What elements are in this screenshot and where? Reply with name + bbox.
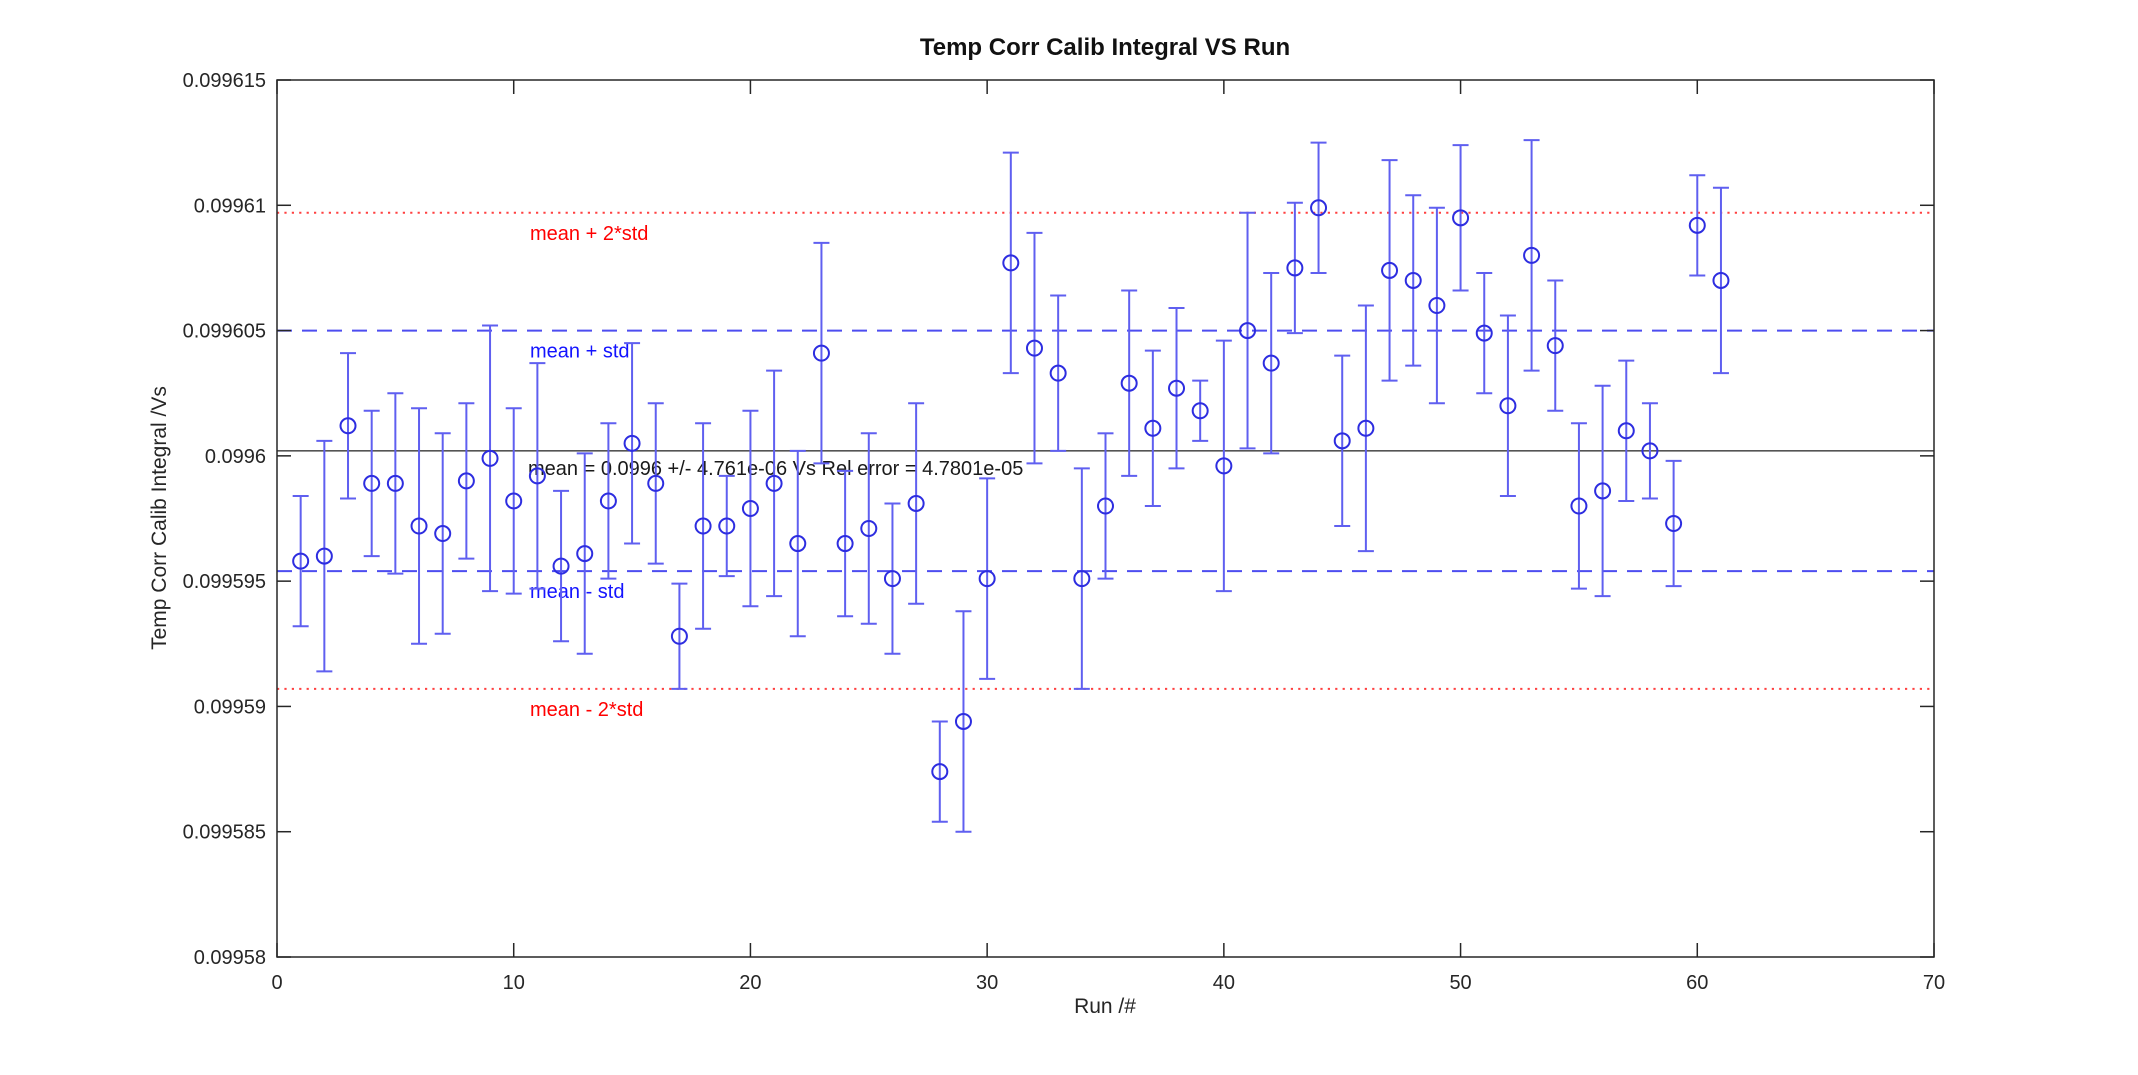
data-point-marker xyxy=(1523,246,1541,264)
data-point-marker xyxy=(576,545,594,563)
data-point-marker xyxy=(1381,261,1399,279)
plot-border xyxy=(276,79,1935,958)
y-tick-label: 0.09961 xyxy=(194,195,266,217)
data-point-marker xyxy=(1168,379,1186,397)
data-point-marker xyxy=(1215,457,1233,475)
mean-plus-2std-label: mean + 2*std xyxy=(530,223,648,245)
data-point-marker xyxy=(1144,419,1162,437)
x-tick-label: 40 xyxy=(1213,972,1235,994)
data-point-marker xyxy=(1073,570,1091,588)
data-point-marker xyxy=(883,570,901,588)
y-tick-label: 0.099585 xyxy=(183,822,266,844)
x-tick-label: 0 xyxy=(271,972,282,994)
data-point-marker xyxy=(410,517,428,535)
data-point-marker xyxy=(1333,432,1351,450)
data-point-marker xyxy=(457,472,475,490)
data-point-marker xyxy=(339,417,357,435)
data-point-marker xyxy=(670,627,688,645)
chart-title: Temp Corr Calib Integral VS Run xyxy=(919,34,1291,61)
data-point-marker xyxy=(1452,209,1470,227)
data-point-marker xyxy=(1617,422,1635,440)
data-point-marker xyxy=(836,535,854,553)
data-point-marker xyxy=(1404,271,1422,289)
y-tick-label: 0.09958 xyxy=(194,947,266,969)
data-point-marker xyxy=(552,557,570,575)
data-point-marker xyxy=(1262,354,1280,372)
data-point-marker xyxy=(528,467,546,485)
data-point-marker xyxy=(978,570,996,588)
y-tick-label: 0.099605 xyxy=(183,321,266,343)
data-point-marker xyxy=(315,547,333,565)
data-point-marker xyxy=(1097,497,1114,515)
x-axis-label: Run /# xyxy=(1074,995,1136,1018)
y-tick-label: 0.099595 xyxy=(183,571,266,593)
data-point-marker xyxy=(647,474,665,492)
x-tick-label: 70 xyxy=(1923,972,1945,994)
data-point-marker xyxy=(1641,442,1659,460)
data-point-marker xyxy=(1120,374,1138,392)
x-tick-label: 60 xyxy=(1686,972,1708,994)
y-tick-label: 0.099615 xyxy=(183,70,266,92)
data-point-marker xyxy=(1546,337,1564,355)
data-point-marker xyxy=(1191,402,1209,420)
data-point-marker xyxy=(741,499,759,517)
data-point-marker xyxy=(292,552,310,570)
x-tick-label: 10 xyxy=(503,972,525,994)
data-point-marker xyxy=(1286,259,1304,277)
data-point-marker xyxy=(1594,482,1612,500)
data-point-marker xyxy=(765,474,783,492)
data-point-marker xyxy=(386,474,404,492)
mean-plus-std-label: mean + std xyxy=(530,341,630,363)
data-point-marker xyxy=(1665,515,1683,533)
data-point-marker xyxy=(1712,271,1730,289)
mean-minus-std-label: mean - std xyxy=(530,581,624,603)
data-point-marker xyxy=(954,712,972,730)
data-point-marker xyxy=(1049,364,1067,382)
data-point-marker xyxy=(599,492,617,510)
data-point-marker xyxy=(1570,497,1588,515)
data-point-marker xyxy=(1688,216,1706,234)
data-point-marker xyxy=(1428,297,1446,315)
y-tick-label: 0.09959 xyxy=(194,696,266,718)
data-point-marker xyxy=(1357,419,1375,437)
data-point-marker xyxy=(1002,254,1020,272)
x-tick-label: 50 xyxy=(1449,972,1471,994)
mean-annotation: mean = 0.0996 +/- 4.761e-06 Vs Rel error… xyxy=(528,458,1023,480)
data-point-marker xyxy=(434,525,452,543)
data-point-marker xyxy=(1025,339,1043,357)
data-point-marker xyxy=(505,492,523,510)
data-point-marker xyxy=(623,434,641,452)
data-point-marker xyxy=(363,474,381,492)
data-point-marker xyxy=(694,517,712,535)
data-point-marker xyxy=(789,535,807,553)
mean-minus-2std-label: mean - 2*std xyxy=(530,699,643,721)
x-tick-label: 30 xyxy=(976,972,998,994)
data-point-marker xyxy=(1475,324,1493,342)
data-point-marker xyxy=(1499,397,1517,415)
x-tick-label: 20 xyxy=(739,972,761,994)
data-point-marker xyxy=(481,449,499,467)
data-point-marker xyxy=(1310,199,1328,217)
data-point-marker xyxy=(931,763,949,781)
data-point-marker xyxy=(1239,322,1257,340)
data-point-marker xyxy=(860,520,878,538)
y-tick-label: 0.0996 xyxy=(205,446,266,468)
data-point-marker xyxy=(907,494,925,512)
data-point-marker xyxy=(812,344,830,362)
data-point-marker xyxy=(718,517,736,535)
